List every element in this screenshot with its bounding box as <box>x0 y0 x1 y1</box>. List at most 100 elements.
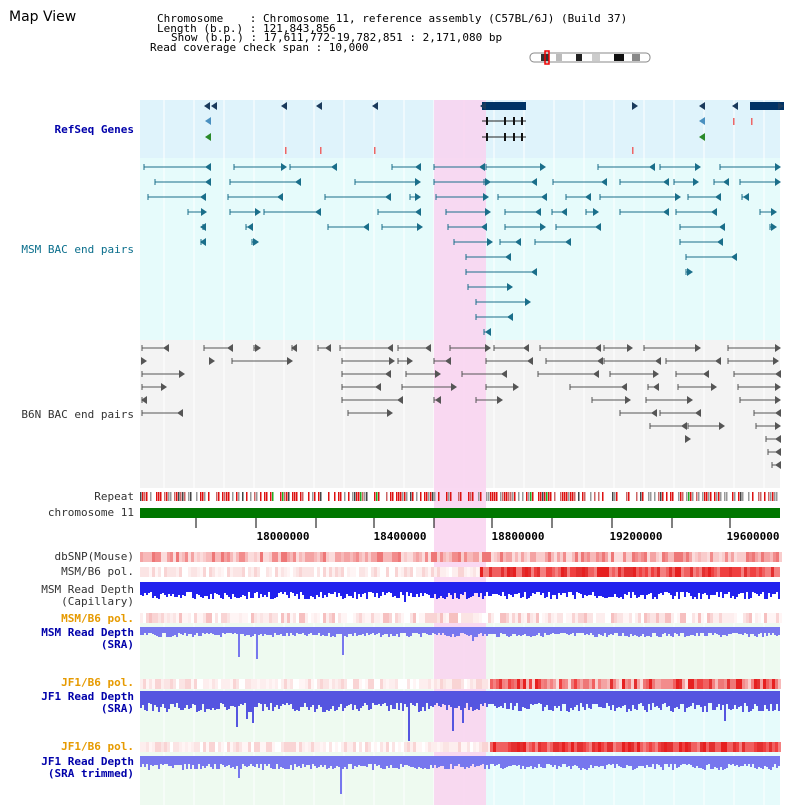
track-label-jf1-b6-pol-1[interactable]: JF1/B6 pol. <box>61 676 134 689</box>
msm-b6-pol-density-2 <box>164 613 167 623</box>
track-label-msm-b6-pol-2[interactable]: MSM/B6 pol. <box>61 612 134 625</box>
msm-b6-pol-density <box>218 567 221 577</box>
msm-sra-depth <box>502 627 504 634</box>
msm-capillary-depth <box>584 582 586 595</box>
ideogram-band <box>632 54 640 61</box>
msm-b6-pol-density <box>332 567 335 577</box>
msm-b6-pol-density <box>452 567 455 577</box>
repeat-element <box>180 492 182 501</box>
msm-b6-pol-density <box>431 567 434 577</box>
jf1-b6-pol-density <box>739 679 742 689</box>
msm-b6-pol-density-2 <box>179 613 182 623</box>
msm-sra-depth <box>742 627 744 635</box>
jf1-b6-pol-density <box>371 679 374 689</box>
repeat-element <box>538 492 540 501</box>
dbsnp-density <box>170 552 173 562</box>
jf1-trimmed-depth <box>348 756 350 764</box>
msm-sra-depth <box>254 627 256 634</box>
msm-capillary-depth <box>150 582 152 592</box>
msm-b6-pol-density-2 <box>674 613 677 623</box>
msm-b6-pol-density-2 <box>728 613 731 623</box>
jf1-b6-pol-density <box>242 679 245 689</box>
repeat-element <box>502 492 504 501</box>
track-label-jf1-depth-trim[interactable]: JF1 Read Depth <box>41 755 134 768</box>
msm-b6-pol-density <box>260 567 263 577</box>
track-label-msm-bac[interactable]: MSM BAC end pairs <box>21 243 134 256</box>
dbsnp-density <box>344 552 347 562</box>
msm-b6-pol-density <box>609 567 612 577</box>
jf1-b6-pol-density <box>407 679 410 689</box>
jf1-b6-pol-density <box>748 679 751 689</box>
msm-sra-depth <box>384 627 386 634</box>
jf1-trimmed-depth <box>188 756 190 764</box>
jf1-sra-depth <box>308 691 310 710</box>
jf1-sra-depth <box>704 691 706 706</box>
msm-sra-depth <box>248 627 250 635</box>
gene-arrow <box>204 102 210 110</box>
msm-b6-pol-density <box>473 567 476 577</box>
jf1-trimmed-depth <box>260 756 262 764</box>
exon <box>513 117 515 125</box>
msm-capillary-depth <box>210 582 212 594</box>
jf1-trimmed-depth <box>232 756 234 767</box>
b6n-bac-pair-end-marker <box>141 396 147 404</box>
msm-capillary-depth <box>382 582 384 592</box>
msm-b6-pol-density <box>672 567 675 577</box>
msm-b6-pol-density-2 <box>710 613 713 623</box>
msm-sra-depth <box>510 627 512 636</box>
jf1-b6-pol-density <box>455 679 458 689</box>
dbsnp-density <box>635 552 638 562</box>
repeat-element <box>402 492 404 501</box>
msm-b6-pol-density-2 <box>428 613 431 623</box>
jf1-b6-pol-density-2 <box>550 742 553 752</box>
track-label-b6n-bac[interactable]: B6N BAC end pairs <box>21 408 134 421</box>
msm-capillary-depth <box>710 582 712 595</box>
b6n-bac-pair-end-marker <box>625 396 631 404</box>
msm-b6-pol-density <box>410 567 413 577</box>
msm-capillary-depth <box>270 582 272 599</box>
b6n-bac-pair-end-marker <box>387 344 393 352</box>
repeat-element <box>550 492 552 501</box>
msm-bac-pair-end-marker <box>731 253 737 261</box>
jf1-sra-depth <box>390 691 392 705</box>
jf1-trimmed-depth <box>342 756 344 769</box>
repeat-element <box>492 492 494 501</box>
msm-capillary-depth <box>434 582 436 594</box>
jf1-sra-depth <box>504 691 506 703</box>
jf1-b6-pol-density-2 <box>383 742 386 752</box>
msm-capillary-depth <box>370 582 372 592</box>
jf1-sra-depth <box>348 691 350 705</box>
msm-capillary-depth <box>306 582 308 599</box>
repeat-element <box>292 492 294 501</box>
jf1-trimmed-depth <box>184 756 186 764</box>
jf1-b6-pol-density-2 <box>254 742 257 752</box>
track-label-msm-depth-cap[interactable]: MSM Read Depth <box>41 583 134 596</box>
jf1-sra-depth <box>402 691 404 711</box>
msm-b6-pol-density <box>470 567 473 577</box>
b6n-bac-pair-end-marker <box>621 383 627 391</box>
msm-b6-pol-density-2 <box>308 613 311 623</box>
track-label-jf1-depth-sra[interactable]: JF1 Read Depth <box>41 690 134 703</box>
msm-sra-depth <box>540 627 542 636</box>
msm-capillary-depth <box>482 582 484 599</box>
track-label-msm-b6-pol-1[interactable]: MSM/B6 pol. <box>61 565 134 578</box>
dbsnp-density <box>689 552 692 562</box>
jf1-sra-depth <box>232 691 234 706</box>
dbsnp-density <box>440 552 443 562</box>
track-label-refseq[interactable]: RefSeq Genes <box>54 123 134 136</box>
jf1-sra-depth <box>460 691 462 710</box>
track-label-jf1-b6-pol-2[interactable]: JF1/B6 pol. <box>61 740 134 753</box>
msm-b6-pol-density <box>543 567 546 577</box>
repeat-element <box>690 492 692 501</box>
track-label-repeat[interactable]: Repeat <box>94 490 134 503</box>
track-label-dbsnp[interactable]: dbSNP(Mouse) <box>54 550 134 563</box>
msm-capillary-depth <box>350 582 352 596</box>
msm-capillary-depth <box>766 582 768 599</box>
msm-capillary-depth <box>632 582 634 592</box>
dbsnp-density <box>485 552 488 562</box>
repeat-element <box>574 492 576 501</box>
msm-sra-depth <box>562 627 564 633</box>
track-label-msm-depth-sra[interactable]: MSM Read Depth <box>41 626 134 639</box>
jf1-sra-depth <box>286 691 288 703</box>
